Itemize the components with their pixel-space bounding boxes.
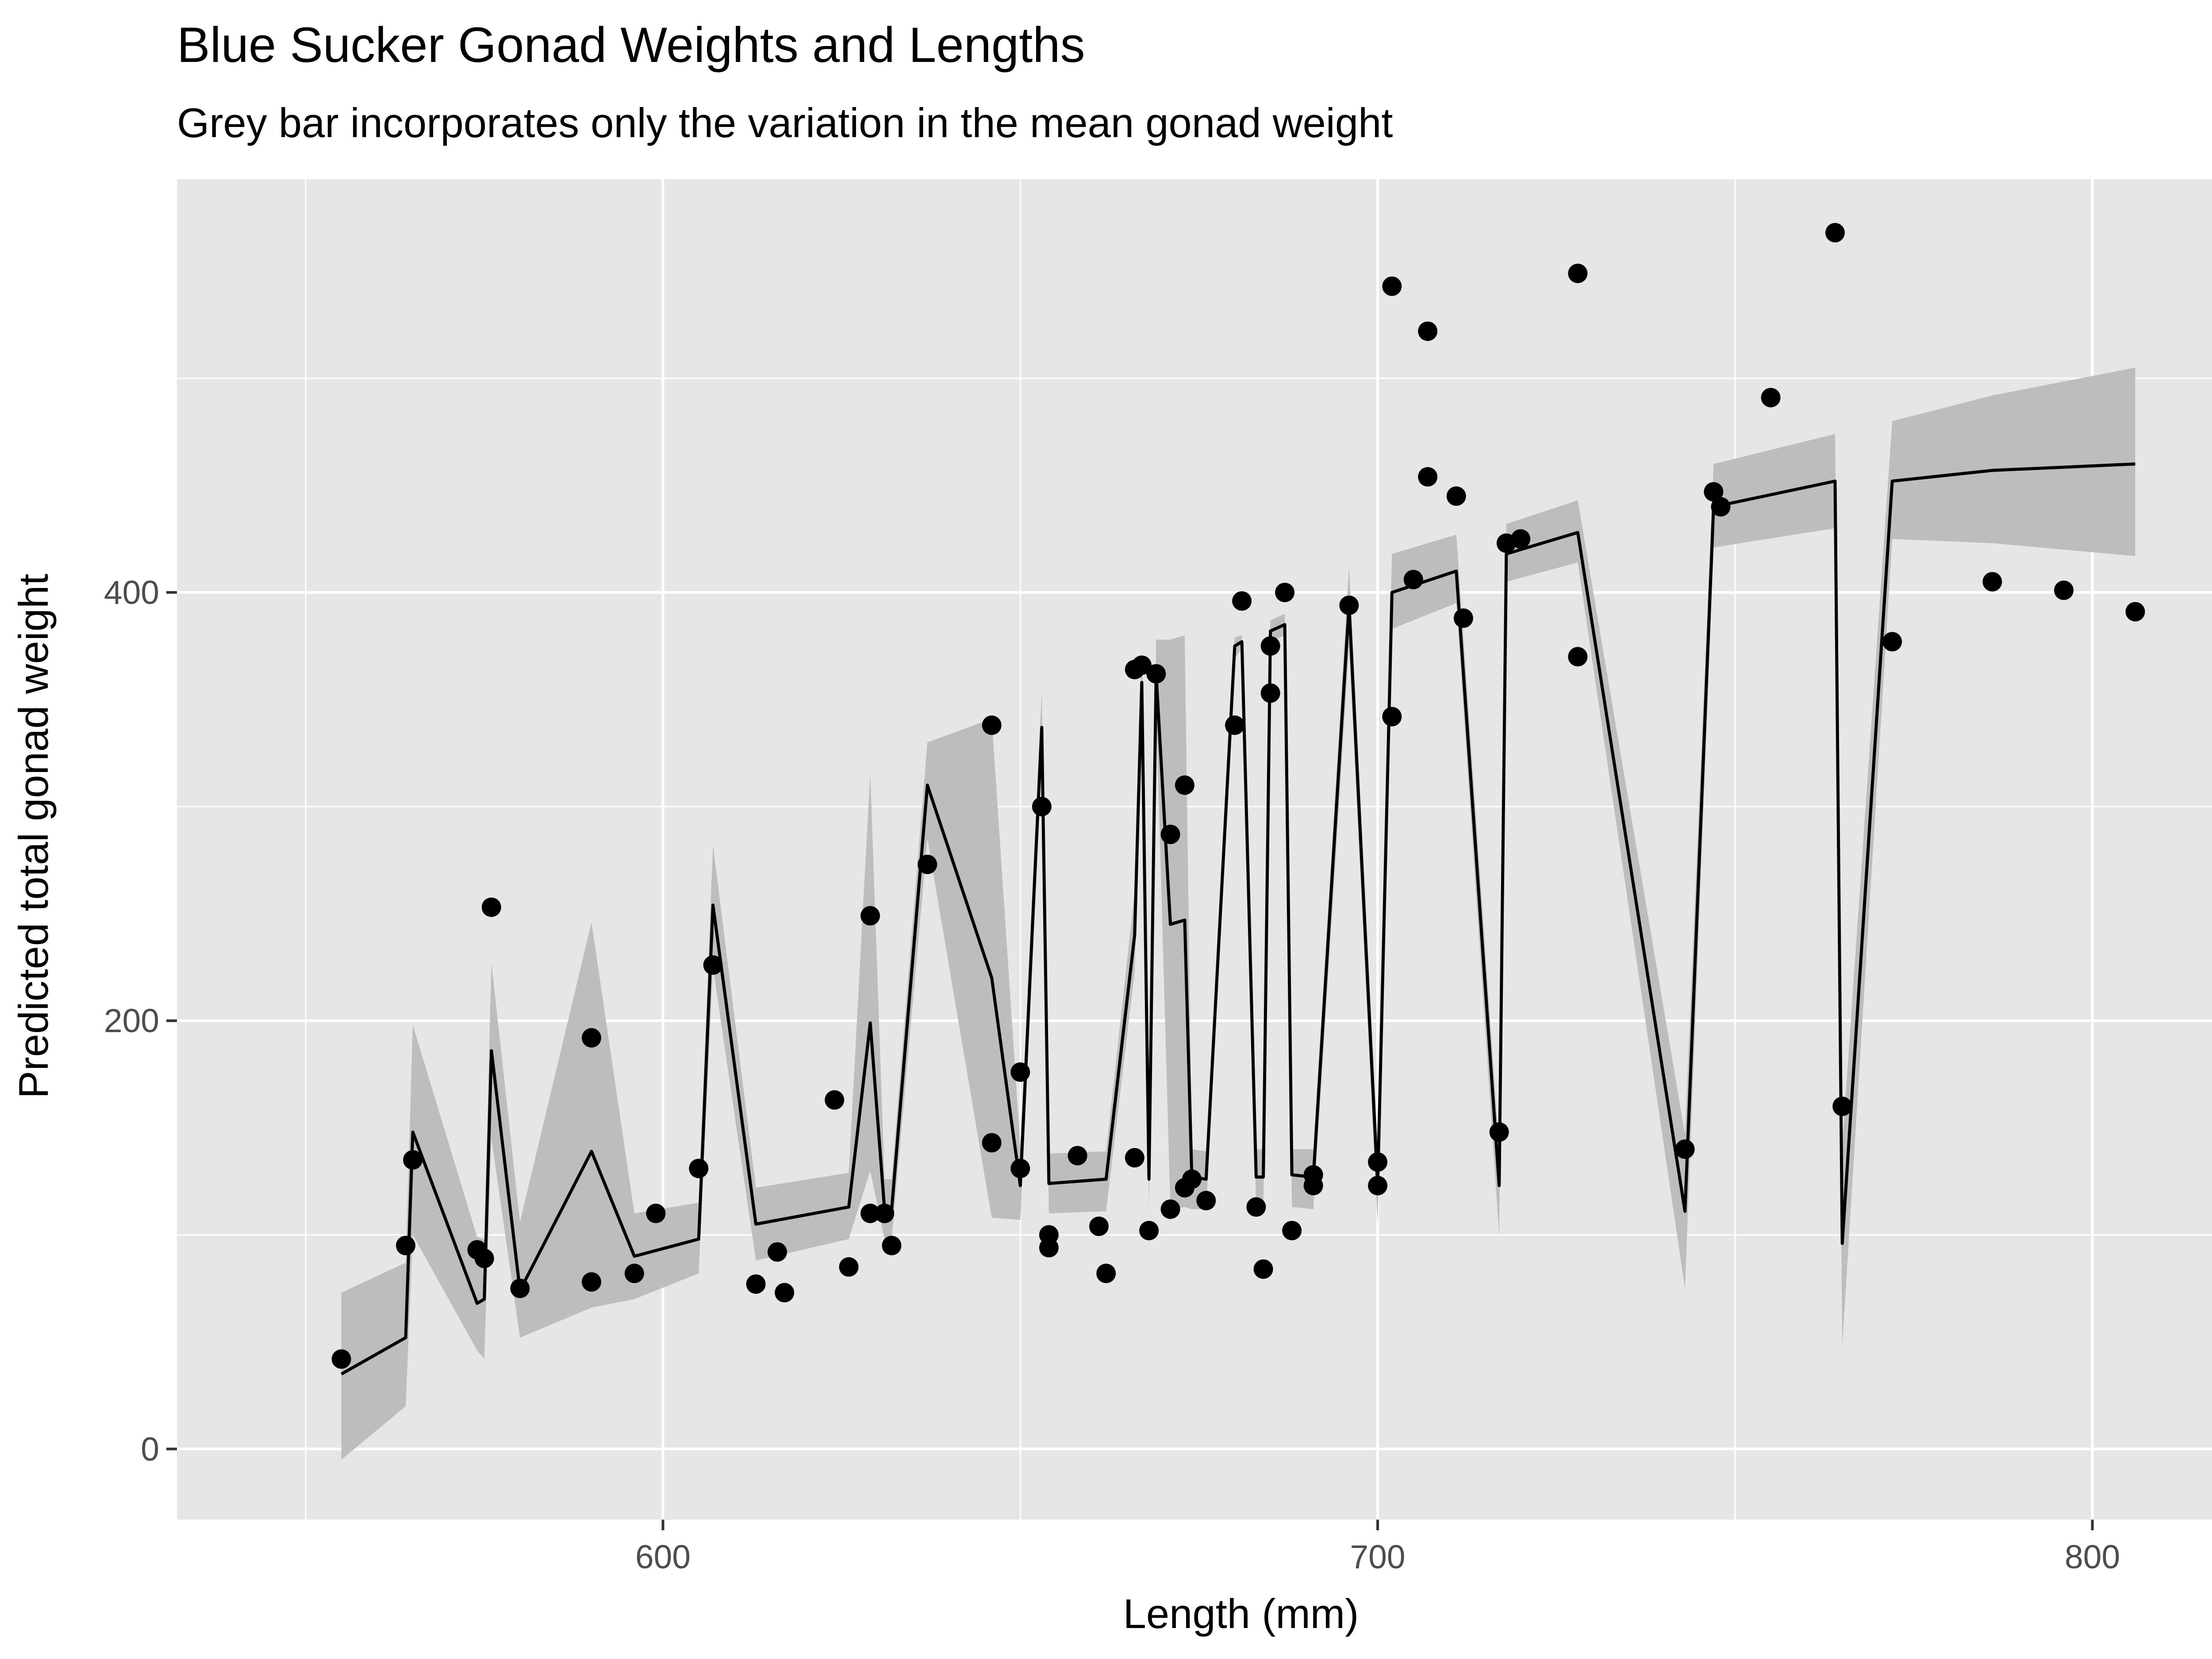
data-point <box>1446 486 1466 506</box>
x-axis-title: Length (mm) <box>1123 1590 1359 1637</box>
data-point <box>1511 529 1531 549</box>
data-point <box>1568 647 1588 667</box>
data-point <box>510 1279 530 1298</box>
data-point <box>646 1203 666 1223</box>
y-tick-label: 400 <box>104 574 159 611</box>
chart-subtitle: Grey bar incorporates only the variation… <box>177 100 1393 146</box>
data-point <box>825 1090 845 1110</box>
data-point <box>1982 572 2002 591</box>
data-point <box>1232 591 1252 611</box>
data-point <box>1253 1259 1273 1279</box>
data-point <box>982 1133 1002 1153</box>
fitted-line <box>340 462 2135 1375</box>
x-tick-label: 700 <box>1350 1538 1405 1575</box>
data-point <box>1282 1221 1302 1240</box>
data-point <box>1832 1096 1852 1116</box>
y-tick-label: 200 <box>104 1002 159 1039</box>
data-point <box>396 1236 415 1256</box>
data-point <box>1132 655 1152 675</box>
data-point <box>1246 1197 1266 1217</box>
minor-gridlines <box>177 179 2212 1520</box>
data-point <box>689 1159 709 1179</box>
data-point <box>1182 1169 1202 1189</box>
y-axis-title: Predicted total gonad weight <box>10 574 57 1098</box>
data-point <box>1489 1122 1509 1142</box>
data-points <box>331 223 2145 1369</box>
data-point <box>1096 1263 1116 1283</box>
data-point <box>1196 1190 1216 1210</box>
data-point <box>1160 1199 1180 1219</box>
data-point <box>1032 797 1052 817</box>
data-point <box>1675 1139 1695 1159</box>
data-point <box>582 1272 601 1292</box>
x-axis-ticks: 600 700 800 <box>635 1520 2120 1575</box>
data-point <box>1125 1148 1144 1167</box>
data-point <box>875 1203 895 1223</box>
data-point <box>1339 595 1359 615</box>
data-point <box>882 1236 902 1256</box>
data-point <box>1010 1062 1030 1082</box>
data-point <box>1403 570 1423 590</box>
data-point <box>1382 707 1402 726</box>
data-point <box>403 1150 423 1170</box>
data-point <box>1139 1221 1159 1240</box>
y-axis-ticks: 0 200 400 <box>104 574 177 1467</box>
data-point <box>768 1242 787 1262</box>
data-point <box>1368 1175 1388 1195</box>
data-point <box>1260 636 1280 656</box>
data-point <box>703 955 723 975</box>
data-point <box>1010 1159 1030 1179</box>
chart-title: Blue Sucker Gonad Weights and Lengths <box>177 17 1085 73</box>
data-point <box>1260 683 1280 703</box>
x-tick-label: 800 <box>2065 1538 2120 1575</box>
data-point <box>860 1203 880 1223</box>
data-point <box>1382 276 1402 296</box>
data-point <box>1089 1216 1109 1236</box>
data-point <box>1175 775 1194 795</box>
data-point <box>481 897 501 917</box>
data-point <box>839 1257 859 1277</box>
data-point <box>1825 223 1845 242</box>
data-point <box>1453 608 1473 628</box>
data-point <box>1418 321 1438 341</box>
data-point <box>746 1274 766 1294</box>
data-point <box>2125 602 2145 622</box>
y-tick-label: 0 <box>141 1430 159 1467</box>
data-point <box>1568 264 1588 283</box>
x-tick-label: 600 <box>635 1538 691 1575</box>
data-point <box>1039 1238 1059 1258</box>
data-point <box>1303 1165 1323 1185</box>
data-point <box>918 854 937 874</box>
data-point <box>1418 467 1438 487</box>
data-point <box>1368 1152 1388 1172</box>
data-point <box>582 1028 601 1048</box>
data-point <box>982 715 1002 735</box>
data-point <box>2054 580 2074 600</box>
data-point <box>775 1283 795 1302</box>
data-point <box>624 1263 644 1283</box>
data-point <box>1225 715 1244 735</box>
data-point <box>1704 482 1724 502</box>
data-point <box>1068 1146 1087 1166</box>
data-point <box>474 1248 494 1268</box>
data-point <box>1882 632 1902 652</box>
data-point <box>1275 583 1295 603</box>
data-point <box>1711 497 1731 517</box>
data-point <box>1146 664 1166 684</box>
data-point <box>1160 825 1180 845</box>
data-point <box>860 906 880 926</box>
data-point <box>1761 388 1781 407</box>
data-point <box>331 1349 351 1369</box>
